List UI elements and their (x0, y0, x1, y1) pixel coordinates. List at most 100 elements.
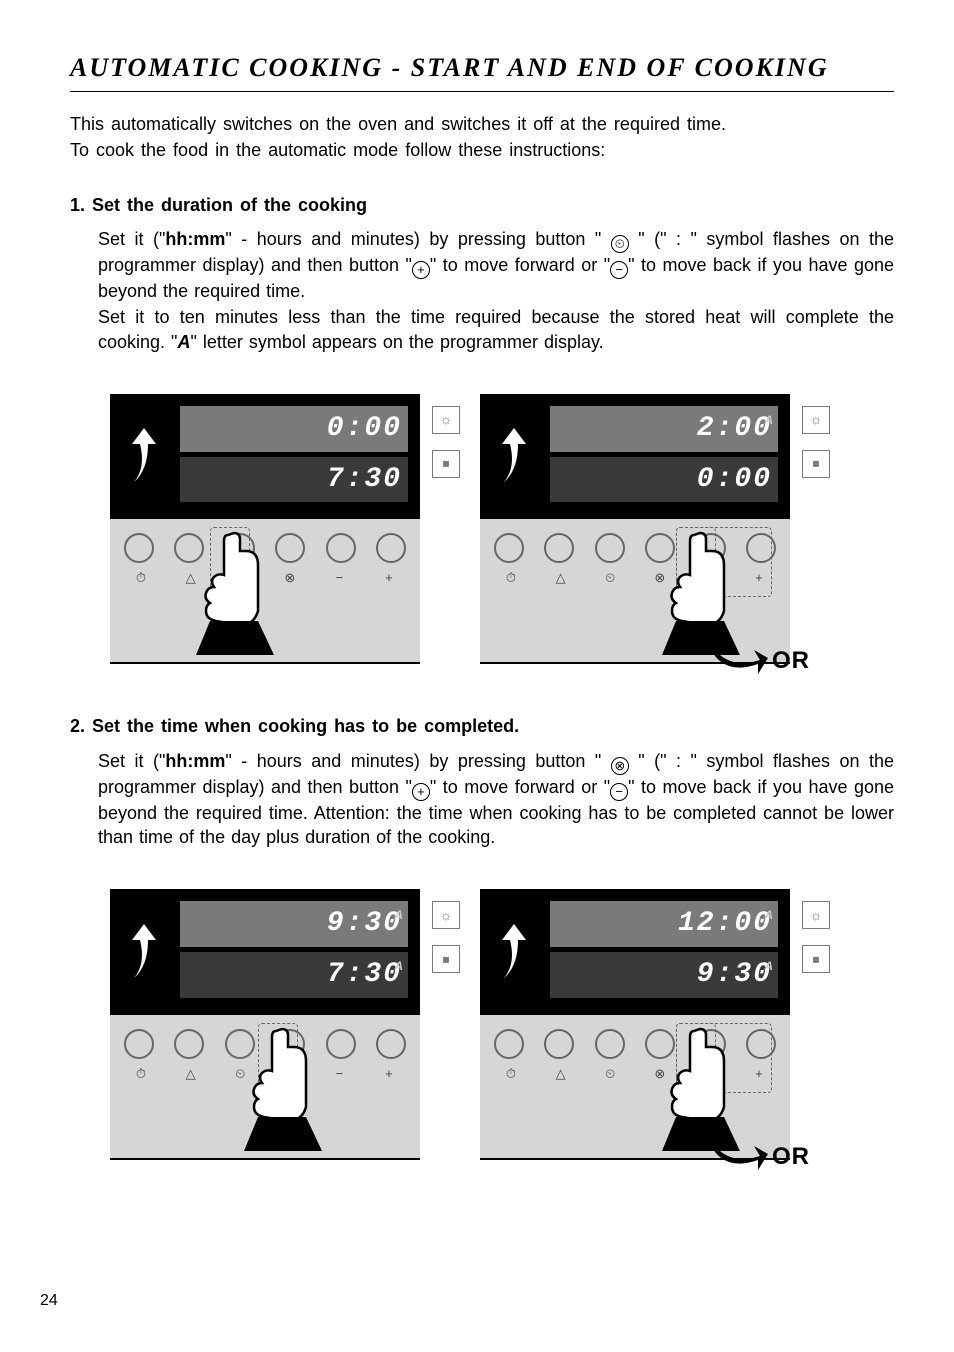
button-label-3: ⊗ (275, 569, 305, 587)
control-button-1[interactable] (174, 1029, 204, 1059)
button-label-3: ⊗ (645, 569, 675, 587)
button-label-5: + (374, 1065, 404, 1083)
lock-icon: ⏹ (802, 945, 830, 973)
button-label-4: − (324, 569, 354, 587)
display-frame: 0:00 7:30 ☼ ⏹ (110, 396, 420, 520)
text: Set it (" (98, 751, 165, 771)
button-label-4: − (324, 1065, 354, 1083)
or-indicator: OR (708, 1136, 810, 1178)
control-button-2[interactable] (595, 533, 625, 563)
display-frame: 2:00A 0:00 ☼ ⏹ (480, 396, 790, 520)
page-title: AUTOMATIC COOKING - START AND END OF COO… (70, 50, 894, 92)
intro-line-2: To cook the food in the automatic mode f… (70, 138, 894, 162)
lcd-top: 9:30A (180, 901, 408, 947)
control-button-4[interactable] (326, 533, 356, 563)
control-button-3[interactable] (645, 1029, 675, 1059)
stop-icon: ⊗ (611, 757, 629, 775)
lcd-bottom-value: 7:30 (327, 959, 402, 990)
panel-2-right: 12:00A 9:30A ☼ ⏹ ⏱︎△⏲⊗−+ OR (480, 889, 790, 1160)
swash-icon (708, 1136, 768, 1178)
panel-2-left: 9:30A 7:30A ☼ ⏹ ⏱︎△⏲⊗−+ (110, 889, 420, 1160)
button-label-3: ⊗ (645, 1065, 675, 1083)
swash-icon (708, 640, 768, 682)
control-button-0[interactable] (124, 533, 154, 563)
control-button-0[interactable] (494, 533, 524, 563)
button-label-0: ⏱︎ (126, 1065, 156, 1083)
lcd-bottom-value: 7:30 (327, 464, 402, 495)
lcd-bottom: 7:30A (180, 952, 408, 998)
side-icons: ☼ ⏹ (432, 406, 460, 478)
control-button-1[interactable] (174, 533, 204, 563)
display-frame: 9:30A 7:30A ☼ ⏹ (110, 891, 420, 1015)
control-button-1[interactable] (544, 1029, 574, 1059)
button-label-1: △ (176, 1065, 206, 1083)
text: " to move forward or " (430, 255, 610, 275)
display-frame: 12:00A 9:30A ☼ ⏹ (480, 891, 790, 1015)
control-button-4[interactable] (326, 1029, 356, 1059)
control-button-0[interactable] (494, 1029, 524, 1059)
intro-line-1: This automatically switches on the oven … (70, 112, 894, 136)
button-label-1: △ (176, 569, 206, 587)
side-icons: ☼ ⏹ (432, 901, 460, 973)
a-letter: A (177, 332, 190, 352)
panel-top: 12:00A 9:30A ☼ ⏹ (480, 889, 790, 1015)
lcd-top-value: 2:00 (697, 413, 772, 444)
panel-bottom: ⏱︎△⏲⊗−+ (110, 1015, 420, 1160)
side-icons: ☼ ⏹ (802, 901, 830, 973)
step-2-title: Set the time when cooking has to be comp… (92, 716, 519, 736)
control-button-0[interactable] (124, 1029, 154, 1059)
lcd-bottom: 7:30 (180, 457, 408, 503)
step-1-figures: 0:00 7:30 ☼ ⏹ ⏱︎ △ ⏲ ⊗ − + (70, 394, 894, 665)
lcd-bottom: 0:00 (550, 457, 778, 503)
step-2-heading: 2. Set the time when cooking has to be c… (70, 714, 894, 738)
control-button-2[interactable] (595, 1029, 625, 1059)
lcd-top: 0:00 (180, 406, 408, 452)
minus-icon: − (610, 261, 628, 279)
panel-top: 9:30A 7:30A ☼ ⏹ (110, 889, 420, 1015)
intro-text: This automatically switches on the oven … (70, 112, 894, 163)
button-label-1: △ (546, 1065, 576, 1083)
control-button-2[interactable] (225, 1029, 255, 1059)
control-button-1[interactable] (544, 533, 574, 563)
step-2-body: Set it ("hh:mm" - hours and minutes) by … (70, 749, 894, 850)
lcd-bottom-value: 9:30 (697, 959, 772, 990)
arrow-icon (116, 396, 172, 520)
lcd-top-value: 9:30 (327, 908, 402, 939)
panel-1-right: 2:00A 0:00 ☼ ⏹ ⏱︎△⏲⊗−+ OR (480, 394, 790, 665)
page-number: 24 (40, 1290, 58, 1312)
text: " - hours and minutes) by pressing butto… (225, 229, 610, 249)
highlight-box-single (258, 1023, 298, 1093)
button-label-0: ⏱︎ (496, 1065, 526, 1083)
plus-icon: + (412, 261, 430, 279)
arrow-icon (486, 396, 542, 520)
step-1: 1. Set the duration of the cooking Set i… (70, 193, 894, 665)
hhmm: hh:mm (165, 751, 225, 771)
control-button-3[interactable] (275, 533, 305, 563)
step-1-title: Set the duration of the cooking (92, 195, 367, 215)
highlight-box-range (676, 1023, 772, 1093)
lock-icon: ⏹ (432, 945, 460, 973)
panel-bottom: ⏱︎△⏲⊗−+ OR (480, 1015, 790, 1160)
button-label-0: ⏱︎ (126, 569, 156, 587)
text: " letter symbol appears on the programme… (190, 332, 603, 352)
light-icon: ☼ (432, 901, 460, 929)
lcd-bottom-value: 0:00 (697, 464, 772, 495)
arrow-icon (116, 891, 172, 1015)
lock-icon: ⏹ (802, 450, 830, 478)
or-label: OR (772, 1141, 810, 1173)
button-label-2: ⏲ (225, 1065, 255, 1083)
button-label-5: + (374, 569, 404, 587)
button-label-2: ⏲ (595, 569, 625, 587)
lcd-top-value: 0:00 (327, 413, 402, 444)
panel-bottom: ⏱︎△⏲⊗−+ OR (480, 519, 790, 664)
control-button-5[interactable] (376, 1029, 406, 1059)
control-button-5[interactable] (376, 533, 406, 563)
step-2-number: 2. (70, 716, 85, 736)
pot-icon: ⏲ (611, 235, 629, 253)
text: Set it (" (98, 229, 165, 249)
control-button-3[interactable] (645, 533, 675, 563)
lcd-top: 12:00A (550, 901, 778, 947)
plus-icon: + (412, 783, 430, 801)
minus-icon: − (610, 783, 628, 801)
highlight-box-range (676, 527, 772, 597)
